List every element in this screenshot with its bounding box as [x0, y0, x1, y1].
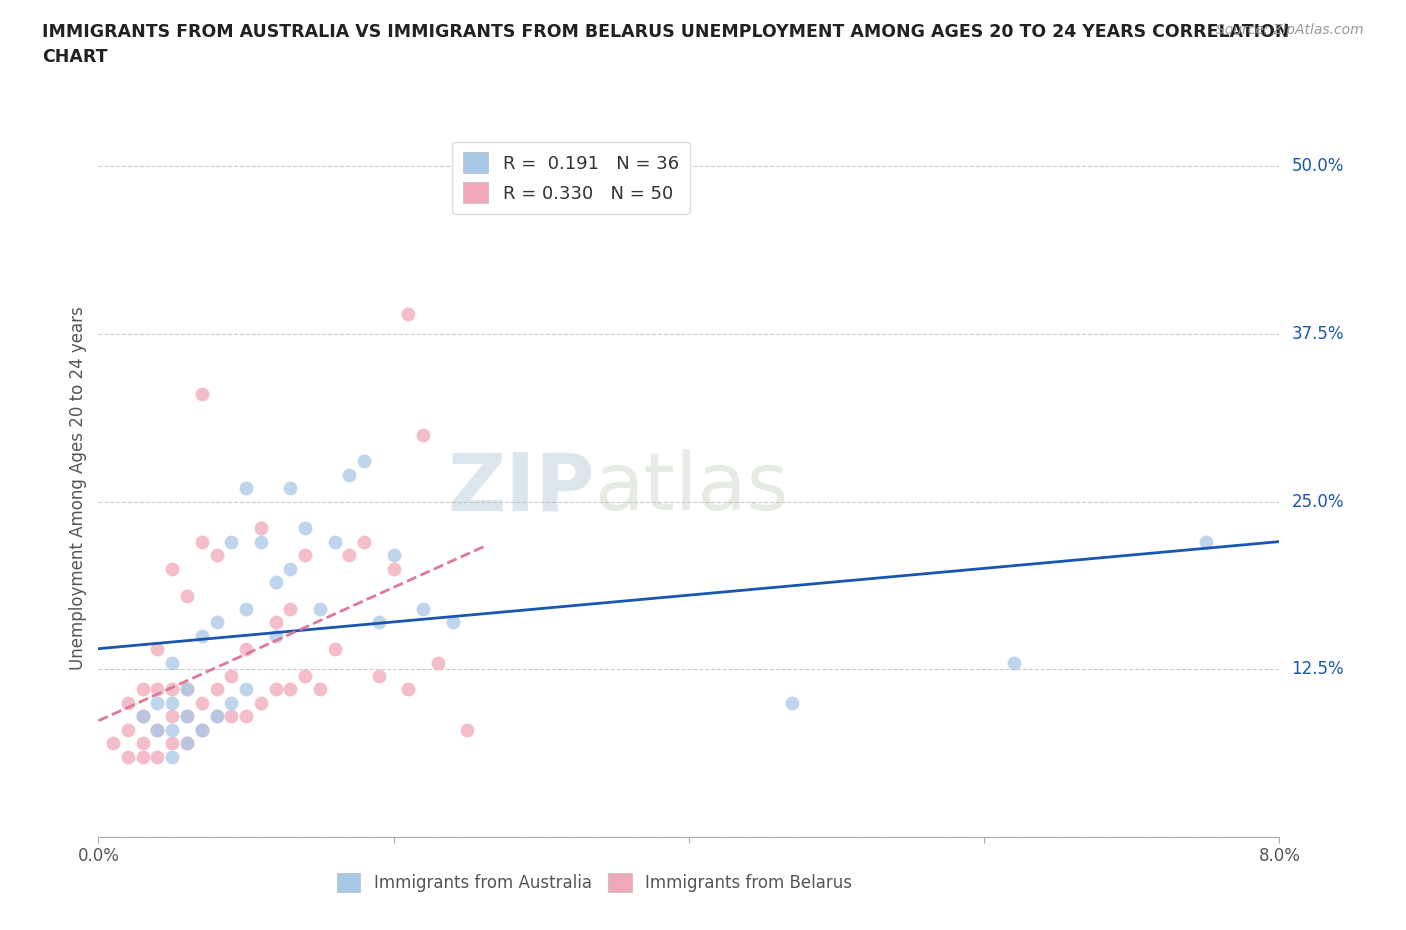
Point [176, 588, 198, 603]
Point [278, 481, 301, 496]
Point [396, 307, 419, 322]
Point [396, 682, 419, 697]
Point [412, 602, 434, 617]
Point [162, 723, 183, 737]
Point [162, 682, 183, 697]
Point [367, 669, 389, 684]
Point [191, 387, 214, 402]
Point [235, 642, 257, 657]
Point [176, 682, 198, 697]
Point [441, 615, 464, 630]
Point [264, 629, 287, 644]
Point [235, 481, 257, 496]
Point [146, 723, 169, 737]
Point [294, 521, 316, 536]
Point [235, 682, 257, 697]
Point [337, 548, 360, 563]
Text: Source: ZipAtlas.com: Source: ZipAtlas.com [1216, 23, 1364, 37]
Point [250, 521, 273, 536]
Point [132, 682, 155, 697]
Point [264, 615, 287, 630]
Text: 37.5%: 37.5% [1291, 325, 1344, 343]
Point [205, 682, 228, 697]
Point [205, 709, 228, 724]
Point [382, 548, 405, 563]
Text: atlas: atlas [595, 449, 789, 527]
Point [250, 696, 273, 711]
Point [278, 562, 301, 577]
Text: 50.0%: 50.0% [1291, 157, 1344, 176]
Point [323, 535, 346, 550]
Point [250, 535, 273, 550]
Point [117, 749, 139, 764]
Point [456, 723, 478, 737]
Point [294, 669, 316, 684]
Point [191, 629, 214, 644]
Point [146, 682, 169, 697]
Point [278, 602, 301, 617]
Point [146, 749, 169, 764]
Point [412, 427, 434, 442]
Point [162, 562, 183, 577]
Point [308, 602, 332, 617]
Point [132, 749, 155, 764]
Point [219, 535, 242, 550]
Point [353, 454, 375, 469]
Point [191, 535, 214, 550]
Point [176, 709, 198, 724]
Point [146, 642, 169, 657]
Point [353, 535, 375, 550]
Point [219, 709, 242, 724]
Point [162, 709, 183, 724]
Point [219, 696, 242, 711]
Point [426, 655, 449, 670]
Legend: Immigrants from Australia, Immigrants from Belarus: Immigrants from Australia, Immigrants fr… [330, 866, 859, 898]
Point [308, 682, 332, 697]
Point [146, 696, 169, 711]
Point [264, 682, 287, 697]
Point [382, 562, 405, 577]
Point [162, 749, 183, 764]
Point [176, 736, 198, 751]
Text: IMMIGRANTS FROM AUSTRALIA VS IMMIGRANTS FROM BELARUS UNEMPLOYMENT AMONG AGES 20 : IMMIGRANTS FROM AUSTRALIA VS IMMIGRANTS … [42, 23, 1289, 66]
Point [278, 682, 301, 697]
Point [205, 548, 228, 563]
Text: 12.5%: 12.5% [1291, 660, 1344, 678]
Point [191, 723, 214, 737]
Point [103, 736, 124, 751]
Point [162, 655, 183, 670]
Y-axis label: Unemployment Among Ages 20 to 24 years: Unemployment Among Ages 20 to 24 years [69, 306, 87, 671]
Point [176, 736, 198, 751]
Point [132, 709, 155, 724]
Point [132, 709, 155, 724]
Point [323, 642, 346, 657]
Point [1002, 655, 1025, 670]
Point [1194, 535, 1216, 550]
Point [176, 682, 198, 697]
Point [146, 723, 169, 737]
Point [219, 669, 242, 684]
Point [117, 723, 139, 737]
Text: 25.0%: 25.0% [1291, 493, 1344, 511]
Text: ZIP: ZIP [447, 449, 595, 527]
Point [235, 602, 257, 617]
Point [176, 709, 198, 724]
Point [294, 548, 316, 563]
Point [191, 696, 214, 711]
Point [162, 696, 183, 711]
Point [162, 736, 183, 751]
Point [117, 696, 139, 711]
Point [782, 696, 804, 711]
Point [205, 709, 228, 724]
Point [367, 615, 389, 630]
Point [205, 615, 228, 630]
Point [191, 723, 214, 737]
Point [337, 468, 360, 483]
Point [132, 736, 155, 751]
Point [235, 709, 257, 724]
Point [264, 575, 287, 590]
